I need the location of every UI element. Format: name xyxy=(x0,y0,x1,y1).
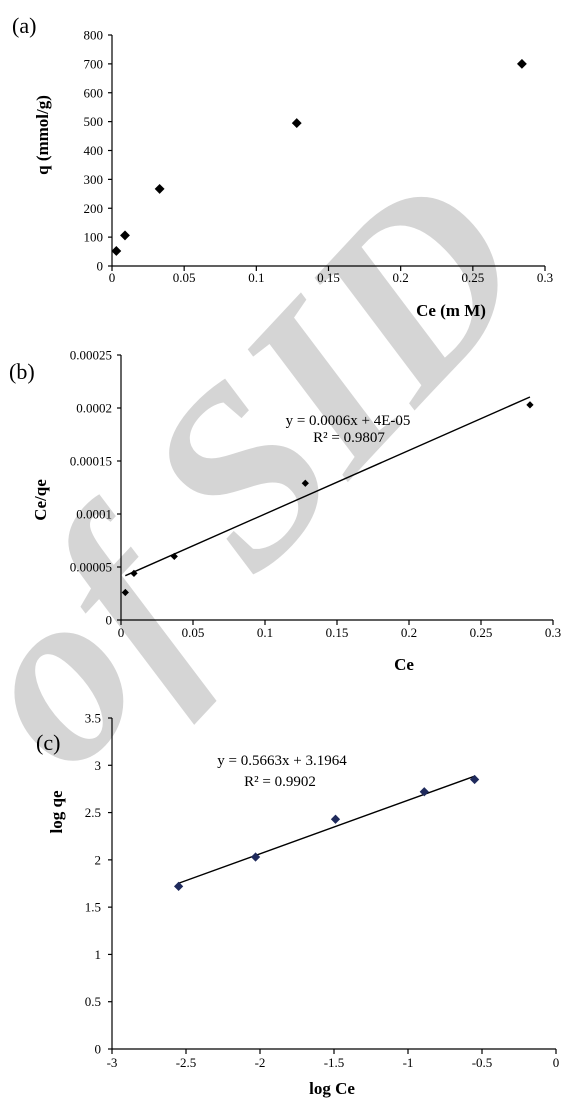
data-point xyxy=(516,58,527,69)
panel-c-x-axis-title: log Ce xyxy=(309,1079,355,1098)
x-tick-label: -2.5 xyxy=(176,1055,197,1070)
panel-c-axes: -3 -2.5 -2 -1.5 -1 -0.5 0 0 0.5 1 1.5 2 2.5 3 3.5 xyxy=(85,711,560,1071)
x-tick-label: -2 xyxy=(255,1055,266,1070)
y-tick-label: 0 xyxy=(106,613,113,628)
data-point xyxy=(170,552,178,561)
x-tick-label: 0.25 xyxy=(461,270,484,285)
x-tick-label: 0.15 xyxy=(326,625,349,640)
data-point xyxy=(130,569,138,577)
x-tick-label: -3 xyxy=(107,1055,118,1070)
panel-a-scatter-chart: (a) q (mmol/g) Ce (m M) 0 0.05 0.1 0.15 0.2 0… xyxy=(12,13,553,320)
data-point xyxy=(121,588,129,597)
panel-a-label: (a) xyxy=(12,13,36,38)
x-tick-label: 0.25 xyxy=(470,625,493,640)
panel-b-x-axis-title: Ce xyxy=(394,655,414,674)
trendline xyxy=(125,396,531,577)
x-tick-label: -1 xyxy=(403,1055,414,1070)
panel-c-trendline-group xyxy=(178,775,475,884)
y-tick-label: 600 xyxy=(84,85,104,100)
panel-b-data-points xyxy=(121,401,534,597)
panel-b-scatter-chart: (b) Ce/qe Ce y = 0.0006x + 4E-05 R² = 0.… xyxy=(9,348,561,675)
data-point xyxy=(111,246,122,256)
y-tick-label: 3 xyxy=(95,758,102,773)
x-tick-label: -0.5 xyxy=(472,1055,493,1070)
x-tick-label: 0.3 xyxy=(545,625,561,640)
data-point xyxy=(330,814,341,824)
panel-c-scatter-chart: (c) log qe log Ce y = 0.5663x + 3.1964 R… xyxy=(36,711,559,1099)
y-tick-label: 400 xyxy=(84,143,104,158)
y-tick-label: 1 xyxy=(95,947,102,962)
data-point xyxy=(154,183,165,194)
data-point xyxy=(301,479,309,487)
panel-c-y-axis-title: log qe xyxy=(47,790,66,833)
panel-b-label: (b) xyxy=(9,359,35,384)
y-tick-label: 2 xyxy=(95,852,102,867)
data-point xyxy=(250,852,261,862)
panel-c-data-points xyxy=(173,774,480,891)
x-tick-label: 0.15 xyxy=(317,270,340,285)
data-point xyxy=(120,230,130,241)
x-tick-label: 0 xyxy=(553,1055,560,1070)
y-tick-label: 0.00025 xyxy=(70,348,112,363)
data-point xyxy=(419,787,429,797)
y-tick-label: 0 xyxy=(95,1042,102,1057)
y-tick-label: 0.00005 xyxy=(70,560,112,575)
y-tick-label: 0.00015 xyxy=(70,454,112,469)
panel-c-label: (c) xyxy=(36,730,60,755)
x-tick-label: -1.5 xyxy=(324,1055,345,1070)
y-tick-label: 0.0001 xyxy=(76,507,112,522)
data-point xyxy=(469,774,480,785)
y-tick-label: 300 xyxy=(84,172,104,187)
x-tick-label: 0.05 xyxy=(182,625,205,640)
y-tick-label: 2.5 xyxy=(85,805,101,820)
y-tick-label: 3.5 xyxy=(85,711,101,726)
panel-b-y-axis-title: Ce/qe xyxy=(31,479,50,521)
panel-a-data-points xyxy=(111,58,527,256)
y-tick-label: 0.0002 xyxy=(76,401,112,416)
x-tick-label: 0.2 xyxy=(401,625,417,640)
x-tick-label: 0.2 xyxy=(393,270,409,285)
x-tick-label: 0 xyxy=(109,270,116,285)
panel-a-axes: 0 0.05 0.1 0.15 0.2 0.25 0.3 0 100 200 300 400 500 60… xyxy=(84,28,554,286)
panel-b-axes: 0 0.05 0.1 0.15 0.2 0.25 0.3 0 0.00005 0.0001 0.00… xyxy=(70,348,561,641)
data-point xyxy=(291,118,302,128)
y-tick-label: 200 xyxy=(84,201,104,216)
panel-a-x-axis-title: Ce (m M) xyxy=(416,301,486,320)
y-tick-label: 0 xyxy=(97,259,104,274)
y-tick-label: 800 xyxy=(84,28,104,43)
panel-a-y-axis-title: q (mmol/g) xyxy=(33,95,52,175)
y-tick-label: 100 xyxy=(84,230,104,245)
x-tick-label: 0.3 xyxy=(537,270,553,285)
x-tick-label: 0 xyxy=(118,625,125,640)
panel-b-equation: y = 0.0006x + 4E-05 xyxy=(286,413,411,429)
panel-c-r-squared: R² = 0.9902 xyxy=(244,774,316,790)
y-tick-label: 500 xyxy=(84,114,104,129)
panel-b-r-squared: R² = 0.9807 xyxy=(313,430,385,446)
y-tick-label: 700 xyxy=(84,56,104,71)
y-tick-label: 0.5 xyxy=(85,994,101,1009)
data-point xyxy=(526,401,534,409)
data-point xyxy=(173,881,184,891)
x-tick-label: 0.05 xyxy=(173,270,196,285)
panel-c-equation: y = 0.5663x + 3.1964 xyxy=(217,753,347,769)
trendline xyxy=(178,775,475,884)
panel-b-trendline-group xyxy=(125,396,531,577)
x-tick-label: 0.1 xyxy=(248,270,264,285)
y-tick-label: 1.5 xyxy=(85,900,101,915)
x-tick-label: 0.1 xyxy=(257,625,273,640)
